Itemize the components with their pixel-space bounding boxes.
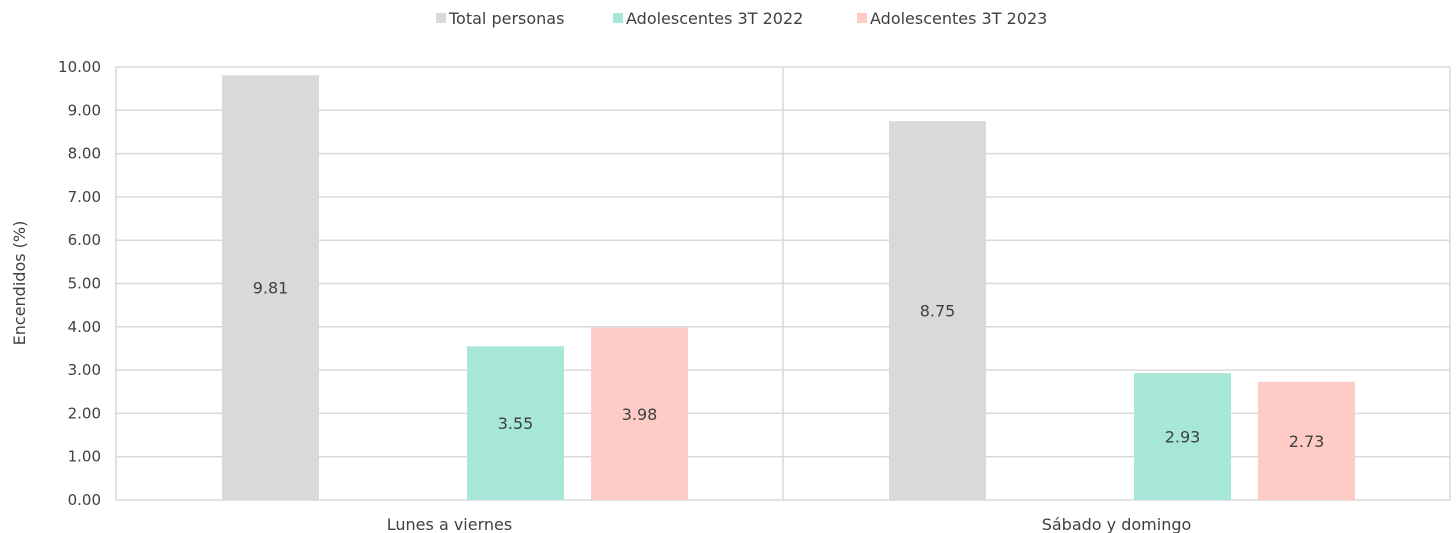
data-label: 8.75 — [920, 302, 956, 321]
y-tick-label: 4.00 — [68, 318, 101, 336]
y-axis-title: Encendidos (%) — [10, 221, 29, 346]
x-category-label: Sábado y domingo — [1042, 515, 1192, 533]
y-tick-label: 3.00 — [68, 361, 101, 379]
y-tick-label: 8.00 — [68, 145, 101, 163]
category-separators — [115, 67, 1451, 500]
bar — [1134, 373, 1231, 500]
legend-swatch — [613, 13, 623, 23]
x-category-label: Lunes a viernes — [387, 515, 512, 533]
data-label: 9.81 — [253, 279, 289, 298]
y-tick-label: 0.00 — [68, 491, 101, 509]
chart-legend: Total personas Adolescentes 3T 2022 Adoles… — [436, 9, 1047, 28]
y-tick-label: 2.00 — [68, 404, 101, 422]
legend-label: Adolescentes 3T 2022 — [626, 9, 803, 28]
data-label: 2.73 — [1289, 432, 1325, 451]
bars — [222, 75, 1355, 501]
legend-label: Total personas — [448, 9, 564, 28]
bar — [222, 75, 319, 501]
legend-swatch — [857, 13, 867, 23]
legend-swatch — [436, 13, 446, 23]
y-tick-label: 5.00 — [68, 275, 101, 293]
data-labels: 9.81 3.55 3.98 8.75 2.93 2.73 — [253, 279, 1325, 451]
y-tick-label: 9.00 — [68, 101, 101, 119]
y-tick-label: 6.00 — [68, 231, 101, 249]
y-tick-label: 1.00 — [68, 448, 101, 466]
y-axis-ticks: 0.00 1.00 2.00 3.00 4.00 5.00 6.00 7.00 8.00 9.00… — [58, 58, 101, 509]
data-label: 2.93 — [1165, 428, 1201, 447]
y-tick-label: 10.00 — [58, 58, 101, 76]
x-axis-labels: Lunes a viernes Sábado y domingo — [387, 515, 1192, 533]
bar — [1258, 381, 1355, 500]
bar — [467, 346, 564, 500]
legend-label: Adolescentes 3T 2023 — [870, 9, 1047, 28]
bar — [889, 121, 986, 500]
data-label: 3.55 — [498, 414, 534, 433]
y-tick-label: 7.00 — [68, 188, 101, 206]
bar — [591, 327, 688, 500]
data-label: 3.98 — [622, 405, 658, 424]
